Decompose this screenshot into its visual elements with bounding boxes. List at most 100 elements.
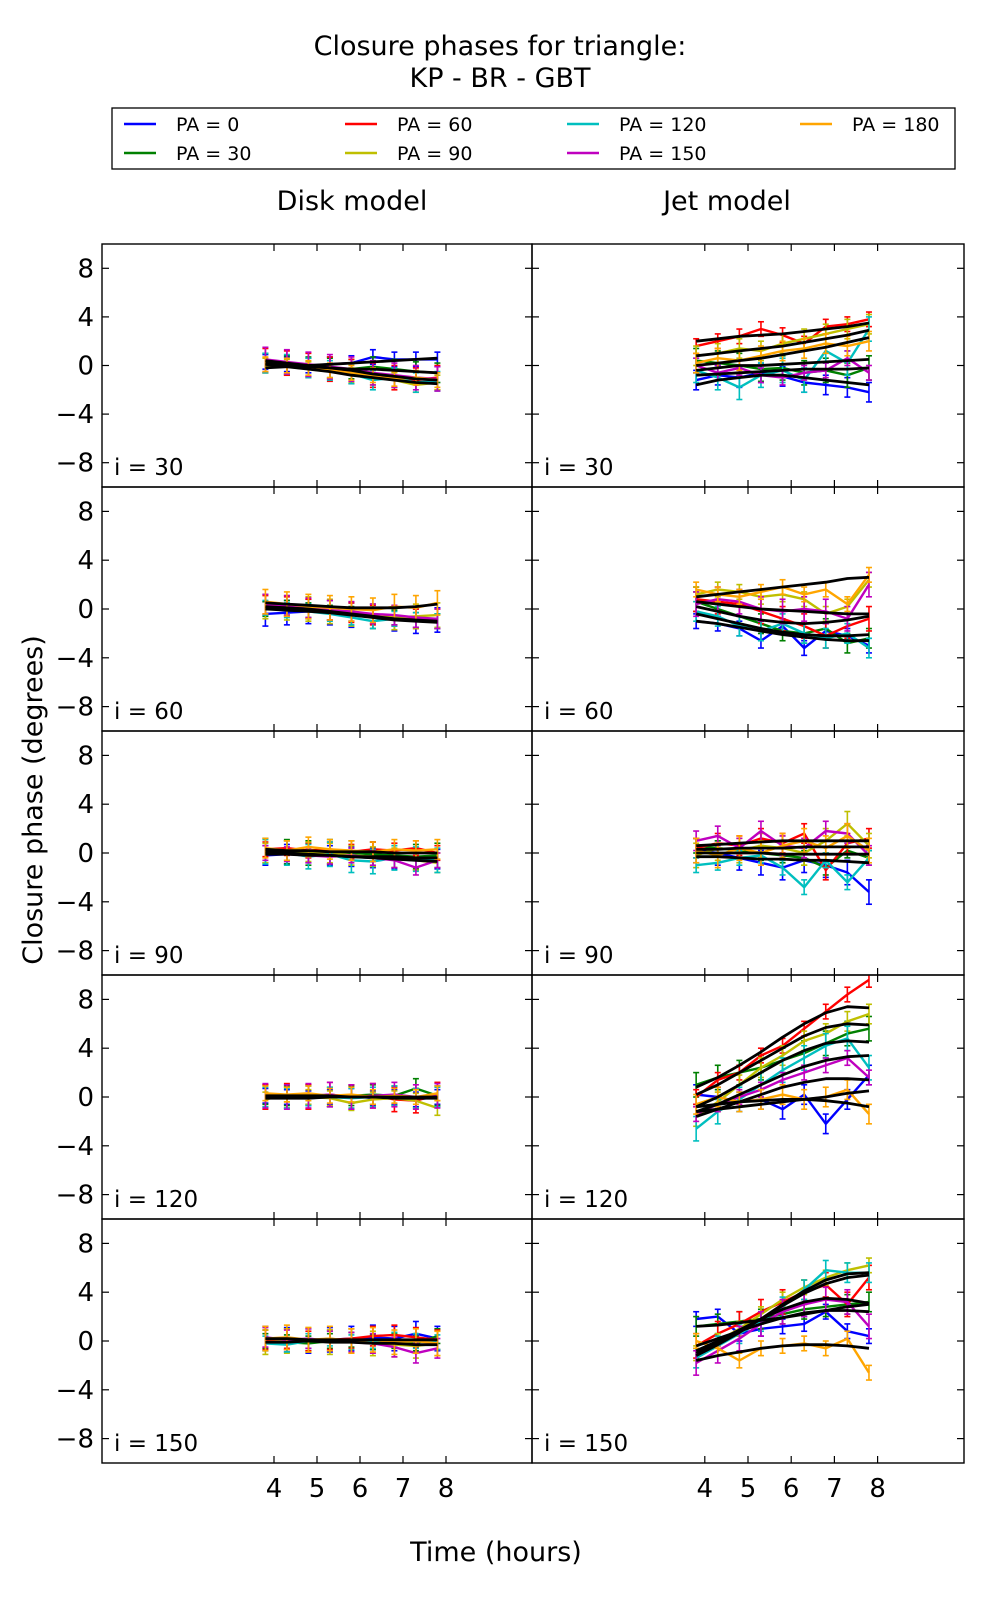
- panel-frame: [531, 1218, 965, 1464]
- model-fit-line: [695, 1039, 870, 1109]
- inclination-label: i = 150: [114, 1431, 198, 1457]
- panel-grid: −8 −4 0 4 8 i = 30 i = 30 −8 −4 0 4 8 i = 60 i = 60 −8…: [56, 243, 965, 1504]
- figure-title-line1: Closure phases for triangle:: [314, 31, 687, 62]
- model-fit-line: [265, 1337, 438, 1342]
- panel-frame: [531, 486, 965, 732]
- panel: −8 −4 0 4 8 i = 120: [56, 974, 533, 1220]
- x-tick-label: 5: [309, 1474, 326, 1504]
- error-bar: [348, 1086, 355, 1103]
- model-fit-line: [265, 1339, 438, 1347]
- error-bar: [434, 589, 441, 616]
- panel: i = 90: [531, 730, 965, 976]
- inclination-label: i = 90: [114, 943, 184, 969]
- model-fit-line: [696, 600, 869, 616]
- error-bar: [757, 583, 764, 601]
- model-fit-line: [695, 1054, 870, 1113]
- plot-area: [262, 1077, 441, 1117]
- model-fit-line: [265, 847, 438, 855]
- legend-entry: PA = 30: [124, 143, 251, 165]
- model-fit-line: [695, 1343, 870, 1362]
- y-tick-label: −4: [56, 644, 94, 674]
- model-fit-line: [695, 1077, 870, 1118]
- model-fit-line: [695, 1022, 870, 1096]
- error-bar: [844, 986, 851, 1003]
- panel: −8 −4 0 4 8 i = 90: [56, 730, 533, 976]
- x-axis-label: Time (hours): [409, 1537, 582, 1568]
- model-fit-line: [265, 1095, 438, 1100]
- plot-area: [693, 1257, 872, 1381]
- column-title-jet: Jet model: [661, 186, 791, 217]
- x-tick-label: 7: [395, 1474, 412, 1504]
- error-bar: [865, 1313, 872, 1340]
- inclination-label: i = 60: [114, 699, 184, 725]
- y-tick-label: −4: [56, 888, 94, 918]
- plot-area: [693, 975, 872, 1142]
- legend-label: PA = 60: [397, 114, 472, 136]
- model-fit-line: [696, 366, 870, 377]
- x-tick-label: 6: [783, 1474, 800, 1504]
- plot-area: [262, 1320, 441, 1364]
- legend-entry: PA = 150: [567, 143, 707, 165]
- x-tick-label: 5: [740, 1474, 757, 1504]
- model-fit-line: [696, 851, 869, 856]
- error-bar: [844, 595, 851, 613]
- plot-area: [262, 346, 441, 394]
- legend-entry: PA = 60: [345, 114, 472, 136]
- inclination-label: i = 60: [544, 699, 614, 725]
- error-bar: [801, 879, 808, 896]
- panel: −8 −4 0 4 8 i = 60: [56, 486, 533, 732]
- model-fit-line: [696, 358, 870, 372]
- model-fit-line: [695, 612, 870, 638]
- y-tick-label: −4: [56, 1376, 94, 1406]
- panel: −8 −4 0 4 8 i = 30: [56, 243, 533, 488]
- error-bar: [865, 1103, 872, 1125]
- error-bar: [801, 586, 808, 603]
- error-bar: [865, 605, 872, 632]
- inclination-label: i = 30: [544, 455, 614, 481]
- model-fit-line: [696, 328, 870, 358]
- model-fit-line: [696, 845, 869, 851]
- panel: i = 30: [531, 243, 965, 488]
- y-tick-label: 8: [77, 254, 94, 284]
- legend-label: PA = 150: [619, 143, 707, 165]
- error-bar: [865, 1069, 872, 1086]
- x-tick-label: 4: [697, 1474, 714, 1504]
- y-tick-label: 4: [77, 303, 94, 333]
- legend-entry: PA = 120: [567, 114, 707, 136]
- error-bar: [844, 874, 851, 891]
- model-fit-line: [696, 575, 870, 599]
- y-tick-label: −8: [56, 449, 94, 479]
- y-tick-label: 0: [77, 352, 94, 382]
- plot-area: [693, 810, 872, 906]
- legend: PA = 0 PA = 30 PA = 60 PA = 90 PA = 120 PA = …: [111, 107, 956, 170]
- model-fit-line: [696, 321, 870, 343]
- legend-label: PA = 90: [397, 143, 472, 165]
- y-axis-label: Closure phase (degrees): [18, 635, 49, 965]
- panel: i = 120: [531, 974, 965, 1220]
- y-tick-label: 0: [77, 1083, 94, 1113]
- model-fit-line: [696, 336, 870, 367]
- model-fit-line: [695, 1005, 870, 1089]
- model-fit-line: [265, 601, 438, 610]
- model-fit-line: [696, 1089, 870, 1113]
- y-tick-label: −8: [56, 1181, 94, 1211]
- model-fit-line: [695, 373, 870, 387]
- y-tick-label: 4: [77, 790, 94, 820]
- inclination-label: i = 90: [544, 943, 614, 969]
- model-fit-line: [265, 362, 438, 386]
- y-tick-label: −8: [56, 693, 94, 723]
- model-fit-line: [695, 1273, 870, 1355]
- x-tick-label: 8: [438, 1474, 455, 1504]
- y-tick-label: 8: [77, 1229, 94, 1259]
- panel: 4 5 6 7 8 i = 150: [531, 1218, 965, 1504]
- legend-label: PA = 120: [619, 114, 707, 136]
- x-tick-label: 8: [869, 1474, 886, 1504]
- model-fit-line: [265, 852, 438, 860]
- inclination-label: i = 30: [114, 455, 184, 481]
- error-bar: [822, 333, 829, 355]
- inclination-label: i = 150: [544, 1431, 628, 1457]
- legend-label: PA = 0: [176, 114, 239, 136]
- panel: i = 60: [531, 486, 965, 732]
- model-fit-line: [696, 839, 869, 848]
